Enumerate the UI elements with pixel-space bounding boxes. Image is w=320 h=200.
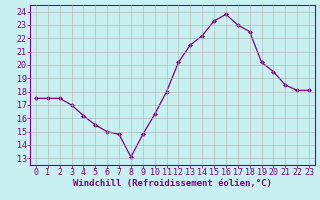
X-axis label: Windchill (Refroidissement éolien,°C): Windchill (Refroidissement éolien,°C) [73,179,272,188]
